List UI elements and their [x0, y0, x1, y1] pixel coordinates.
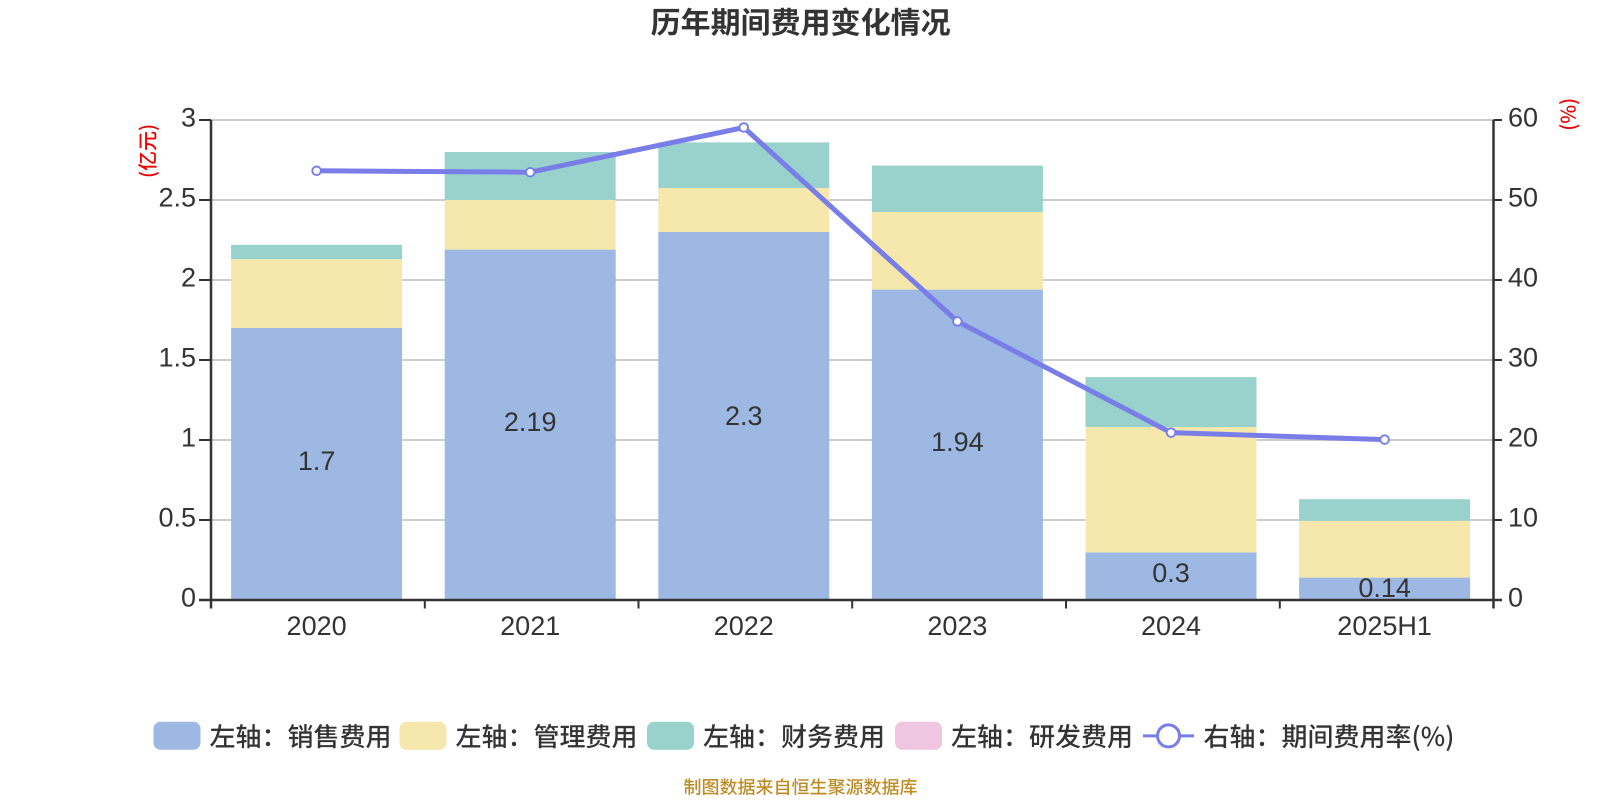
- svg-text:0.3: 0.3: [1152, 558, 1190, 588]
- svg-text:2022: 2022: [714, 611, 774, 641]
- svg-text:2: 2: [181, 263, 196, 293]
- svg-text:0.14: 0.14: [1358, 573, 1411, 603]
- svg-text:2024: 2024: [1141, 611, 1201, 641]
- svg-text:1.5: 1.5: [158, 343, 196, 373]
- svg-text:60: 60: [1508, 103, 1538, 133]
- svg-text:50: 50: [1508, 183, 1538, 213]
- svg-text:40: 40: [1508, 263, 1538, 293]
- svg-text:2020: 2020: [287, 611, 347, 641]
- svg-text:30: 30: [1508, 343, 1538, 373]
- svg-text:1.94: 1.94: [931, 427, 984, 457]
- svg-text:0.5: 0.5: [158, 503, 196, 533]
- svg-text:3: 3: [181, 103, 196, 133]
- svg-text:20: 20: [1508, 423, 1538, 453]
- svg-text:2023: 2023: [927, 611, 987, 641]
- svg-text:2.5: 2.5: [158, 183, 196, 213]
- svg-text:0: 0: [1508, 583, 1523, 613]
- svg-text:2025H1: 2025H1: [1337, 611, 1432, 641]
- svg-text:1: 1: [181, 423, 196, 453]
- svg-text:1.7: 1.7: [298, 446, 336, 476]
- svg-text:0: 0: [181, 583, 196, 613]
- svg-text:10: 10: [1508, 503, 1538, 533]
- svg-text:2.3: 2.3: [725, 401, 763, 431]
- svg-text:2.19: 2.19: [504, 407, 557, 437]
- svg-text:2021: 2021: [500, 611, 560, 641]
